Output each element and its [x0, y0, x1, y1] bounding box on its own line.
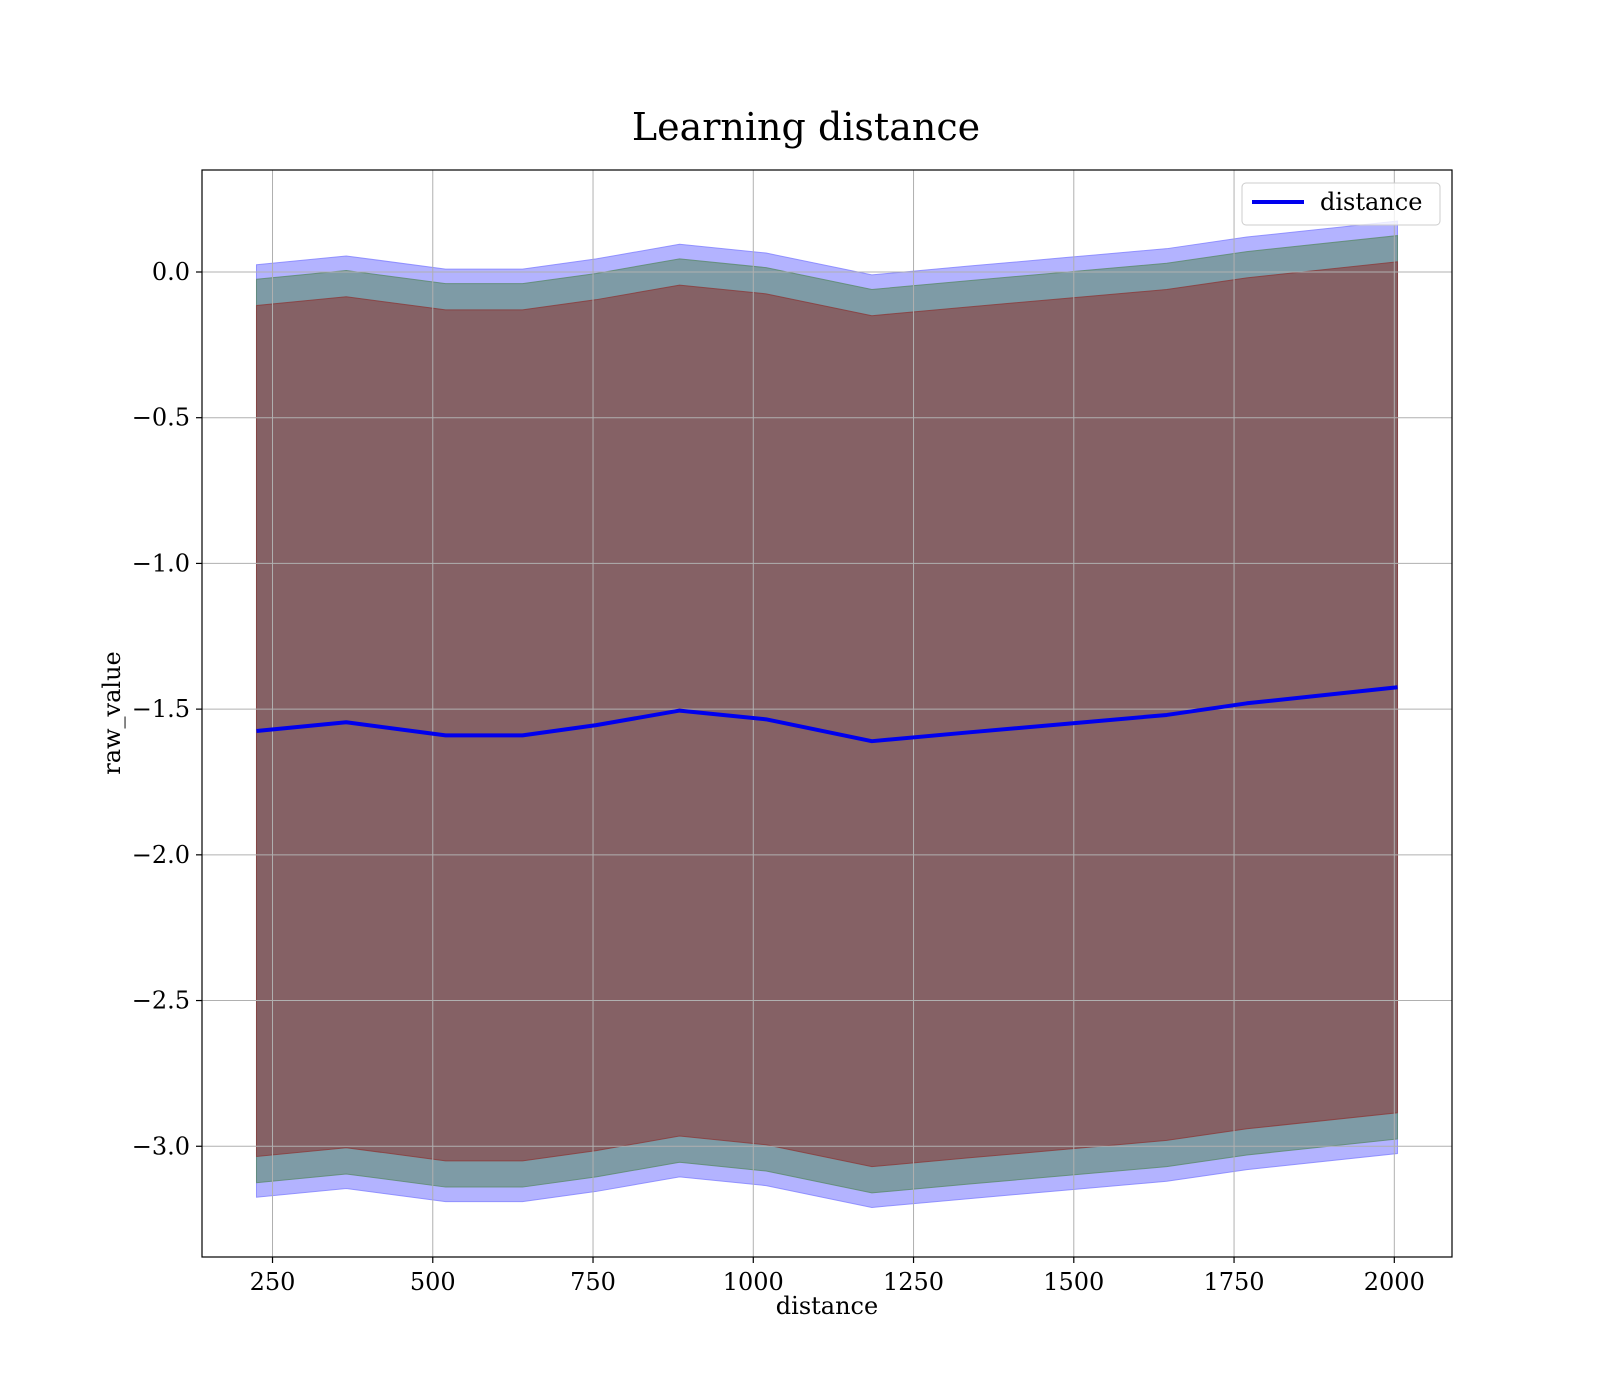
y-tick-label-6: −3.0 — [132, 1132, 190, 1160]
confidence-band-2 — [255, 261, 1399, 1168]
y-tick-label-5: −2.5 — [132, 987, 190, 1015]
x-tick-label-6: 1750 — [1204, 1268, 1265, 1296]
series-lines — [256, 685, 1398, 744]
y-tick-label-4: −2.0 — [132, 841, 190, 869]
x-tick-label-4: 1250 — [883, 1268, 944, 1296]
y-tick-label-3: −1.5 — [132, 695, 190, 723]
x-tick-label-0: 250 — [250, 1268, 296, 1296]
x-tick-label-3: 1000 — [723, 1268, 784, 1296]
y-axis-label: raw_value — [98, 651, 126, 775]
x-axis-label: distance — [776, 1292, 878, 1320]
y-tick-label-0: 0.0 — [152, 258, 190, 286]
legend-label: distance — [1320, 188, 1422, 216]
series-line-0 — [256, 685, 1398, 744]
y-tick-label-2: −1.0 — [132, 549, 190, 577]
legend: distance — [1241, 182, 1441, 226]
y-tick-label-1: −0.5 — [132, 404, 190, 432]
x-tick-label-7: 2000 — [1364, 1268, 1425, 1296]
x-axis-ticks: 250 500 750 1000 1250 1500 1750 2000 — [250, 1257, 1425, 1296]
confidence-bands — [255, 220, 1399, 1208]
x-tick-label-1: 500 — [410, 1268, 456, 1296]
plot-frame — [201, 169, 1453, 1258]
legend-box — [1241, 182, 1441, 226]
grid — [202, 170, 1452, 1257]
chart-title: Learning distance — [632, 105, 980, 149]
x-tick-label-2: 750 — [570, 1268, 616, 1296]
x-tick-label-5: 1500 — [1043, 1268, 1104, 1296]
y-axis-ticks: 0.0 −0.5 −1.0 −1.5 −2.0 −2.5 −3.0 — [132, 258, 202, 1160]
